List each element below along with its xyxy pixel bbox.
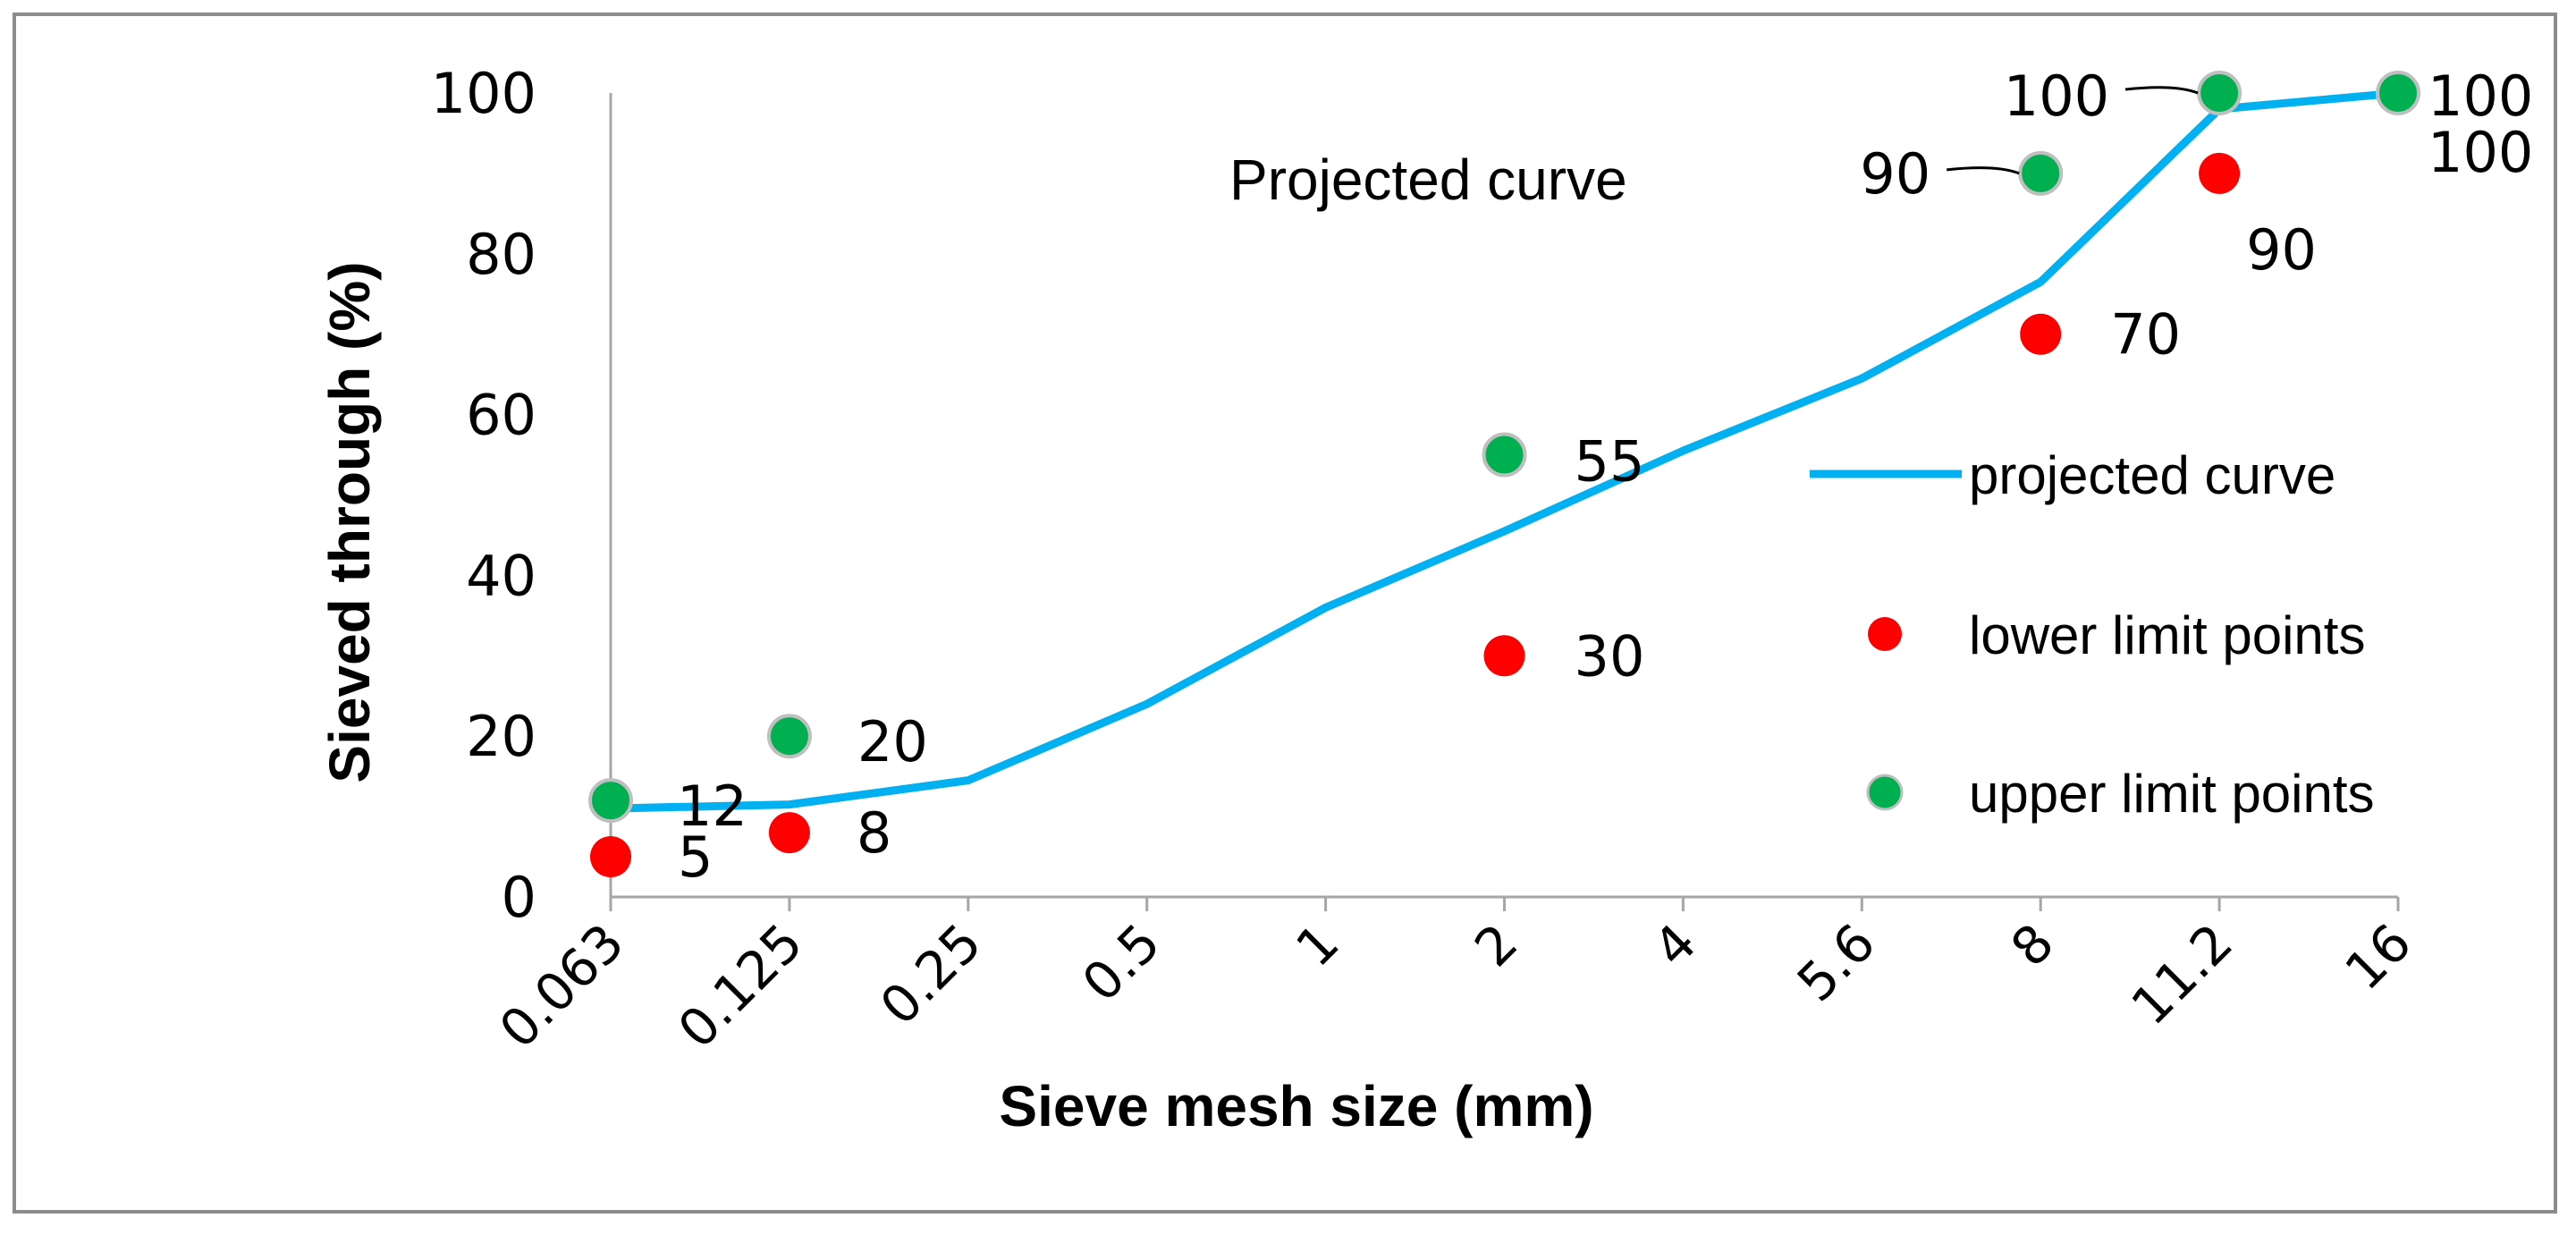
x-tick-label: 0.5 <box>1070 912 1171 1013</box>
upper-limit-data-label: 100 <box>2004 63 2109 129</box>
x-tick-label: 0.125 <box>666 912 814 1060</box>
upper-limit-point <box>2018 150 2064 196</box>
x-tick-label: 8 <box>1999 912 2065 978</box>
upper-limit-point <box>1482 432 1527 478</box>
line-layer <box>606 89 2403 813</box>
upper-limit-point <box>588 778 633 824</box>
y-tick-label: 0 <box>502 865 536 930</box>
chart-frame <box>13 13 2557 1214</box>
y-tick-label: 100 <box>431 61 536 126</box>
x-tick-labels: 0.063 0.125 0.25 0.5 1 2 4 5.6 8 11.2 16 <box>487 912 2422 1060</box>
axes <box>609 93 2400 911</box>
legend: projected curve lower limit points upper… <box>1810 445 2375 824</box>
upper-limit-data-label: 20 <box>857 709 928 774</box>
x-tick-label: 1 <box>1284 912 1350 978</box>
upper-limit-data-label: 12 <box>677 774 747 839</box>
x-tick-label: 2 <box>1463 912 1529 978</box>
lower-limit-point <box>2199 152 2241 194</box>
data-label-leader-line <box>2124 86 2199 95</box>
x-tick-label: 5.6 <box>1786 912 1887 1013</box>
x-tick-label: 11.2 <box>2120 912 2244 1036</box>
lower-limit-data-label: 70 <box>2110 302 2181 368</box>
lower-limit-data-label: 5 <box>678 825 713 890</box>
projected-curve-annotation: Projected curve <box>1229 148 1627 212</box>
lower-limit-point <box>2020 313 2062 355</box>
lower-limit-data-label: 8 <box>857 800 891 866</box>
lower-limit-point <box>590 836 631 878</box>
point-layer <box>588 71 2420 878</box>
upper-limit-point <box>2376 71 2420 115</box>
y-tick-label: 40 <box>466 543 536 608</box>
legend-label-lower-limit: lower limit points <box>1969 605 2365 665</box>
projected-curve-line <box>606 89 2403 813</box>
x-tick-label: 0.063 <box>487 912 635 1060</box>
data-label-leader-line <box>1947 166 2020 175</box>
x-tick-label: 0.25 <box>868 912 992 1036</box>
lower-limit-data-label: 100 <box>2428 120 2533 185</box>
y-tick-label: 20 <box>466 704 536 769</box>
upper-limit-point <box>2197 71 2242 115</box>
legend-label-upper-limit: upper limit points <box>1969 764 2375 824</box>
legend-label-projected-curve: projected curve <box>1969 445 2335 505</box>
legend-marker-upper <box>1866 774 1904 811</box>
lower-limit-point <box>768 812 810 854</box>
lower-limit-data-label: 90 <box>2246 217 2317 283</box>
y-tick-label: 60 <box>466 383 536 448</box>
upper-limit-data-label: 90 <box>1860 141 1930 207</box>
y-tick-label: 80 <box>466 222 536 287</box>
upper-limit-point <box>766 714 812 759</box>
upper-limit-data-label: 100 <box>2428 63 2533 129</box>
x-axis-title: Sieve mesh size (mm) <box>999 1074 1593 1138</box>
lower-limit-data-label: 30 <box>1575 623 1645 689</box>
x-tick-label: 4 <box>1642 912 1708 978</box>
legend-marker-lower <box>1868 617 1902 651</box>
lower-limit-point <box>1483 635 1525 677</box>
y-tick-labels: 0 20 40 60 80 100 <box>431 61 536 930</box>
x-tick-label: 16 <box>2334 912 2423 1002</box>
y-axis-title: Sieved through (%) <box>317 261 382 782</box>
upper-limit-data-label: 55 <box>1575 429 1645 495</box>
